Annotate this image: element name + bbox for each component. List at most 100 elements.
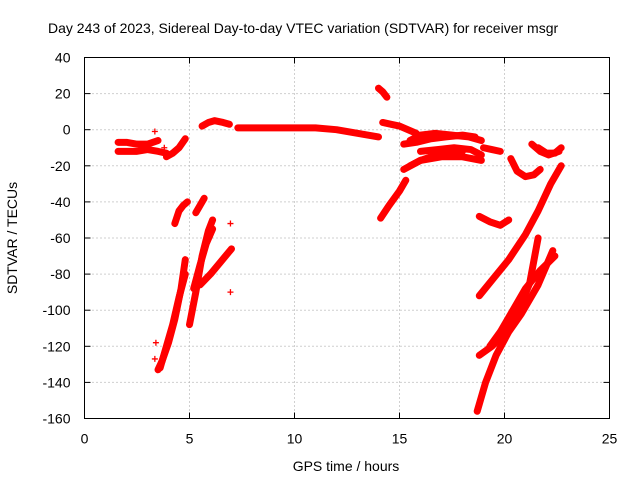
- axis-ticks: 0 5 10 15 20 25 40 20 0 -20 -40 -60 -80 -100 -120 -140 -…: [42, 50, 617, 447]
- data-point: [160, 354, 167, 361]
- data-point: [201, 195, 208, 202]
- data-point: [475, 405, 482, 412]
- data-point: [177, 288, 184, 295]
- data-point: [478, 137, 485, 144]
- series-trace-24: [377, 176, 410, 222]
- data-point: [199, 253, 206, 260]
- data-point: [166, 151, 173, 158]
- data-point: [181, 274, 188, 281]
- data-point: [176, 291, 183, 298]
- data-point: [167, 329, 174, 336]
- y-tick-label: -80: [50, 266, 70, 282]
- data-point: [478, 157, 485, 164]
- data-point: [199, 123, 206, 130]
- series-trace-18: [192, 194, 208, 217]
- data-point: [402, 125, 409, 132]
- data-point: [175, 297, 182, 304]
- data-point: [193, 273, 200, 280]
- series-trace-22: [190, 225, 217, 293]
- data-point: [155, 137, 161, 144]
- data-point: [184, 198, 191, 205]
- data-point: [182, 271, 189, 278]
- data-point: [171, 312, 178, 319]
- y-tick-label: -120: [42, 338, 70, 354]
- data-point: [196, 265, 203, 272]
- data-point: [203, 240, 210, 247]
- data-point: [197, 262, 203, 269]
- data-point: [375, 133, 382, 140]
- x-tick-label: 15: [392, 431, 408, 447]
- data-point: [497, 148, 504, 155]
- data-point: [179, 279, 186, 286]
- x-tick-label: 25: [602, 431, 618, 447]
- data-point: [535, 235, 542, 241]
- data-point: [484, 373, 491, 380]
- data-point: [209, 216, 216, 223]
- data-point: [476, 399, 483, 406]
- series-trace-4: [198, 117, 233, 130]
- data-point: [193, 276, 200, 283]
- y-tick-label: -60: [50, 230, 70, 246]
- data-point: [480, 385, 487, 392]
- data-point: [486, 368, 493, 375]
- data-point: [474, 408, 481, 415]
- data-point: [182, 135, 189, 142]
- data-point: [535, 281, 542, 288]
- data-point: [537, 276, 544, 283]
- series-trace-25: [475, 212, 513, 229]
- data-point: [546, 183, 553, 190]
- data-point: [195, 267, 202, 274]
- data-point: [172, 309, 179, 316]
- data-point: [489, 360, 496, 367]
- data-point: [558, 162, 565, 169]
- data-point: [383, 94, 390, 101]
- data-point: [479, 390, 486, 397]
- data-point: [151, 128, 158, 135]
- data-point: [163, 343, 170, 350]
- data-point: [173, 214, 180, 221]
- chart-title: Day 243 of 2023, Sidereal Day-to-day VTE…: [48, 20, 558, 36]
- x-tick-label: 5: [186, 431, 194, 447]
- data-point: [537, 202, 544, 209]
- data-point: [491, 357, 497, 364]
- data-point: [404, 126, 411, 133]
- data-point: [172, 217, 179, 224]
- data-point: [399, 124, 406, 131]
- data-point: [535, 207, 542, 214]
- data-point: [168, 324, 175, 331]
- data-point: [545, 186, 552, 193]
- data-point: [208, 118, 215, 125]
- y-tick-label: 0: [63, 122, 71, 138]
- data-point: [158, 359, 165, 366]
- data-point: [180, 276, 187, 283]
- data-point: [171, 315, 178, 322]
- data-point: [478, 393, 485, 400]
- data-point: [159, 356, 166, 363]
- data-point: [179, 282, 186, 289]
- data-point: [227, 289, 234, 296]
- data-point: [207, 231, 214, 238]
- data-point: [200, 251, 207, 258]
- data-point: [169, 321, 176, 328]
- data-point: [151, 355, 158, 362]
- series-trace-14: [507, 155, 544, 181]
- data-point: [505, 216, 512, 223]
- data-point: [202, 243, 209, 250]
- data-point: [537, 166, 544, 173]
- series-trace-17: [171, 198, 191, 228]
- data-point: [536, 205, 543, 212]
- x-tick-label: 20: [497, 431, 513, 447]
- series-trace-5: [234, 124, 382, 141]
- data-point: [540, 197, 547, 204]
- data-point: [161, 144, 168, 151]
- data-point: [164, 340, 171, 347]
- data-point: [208, 228, 215, 235]
- data-point: [174, 211, 181, 218]
- data-point: [176, 294, 182, 301]
- data-point: [223, 120, 230, 127]
- y-tick-label: 40: [55, 50, 71, 66]
- data-point: [198, 256, 205, 263]
- data-point: [157, 362, 164, 369]
- data-point: [541, 194, 548, 201]
